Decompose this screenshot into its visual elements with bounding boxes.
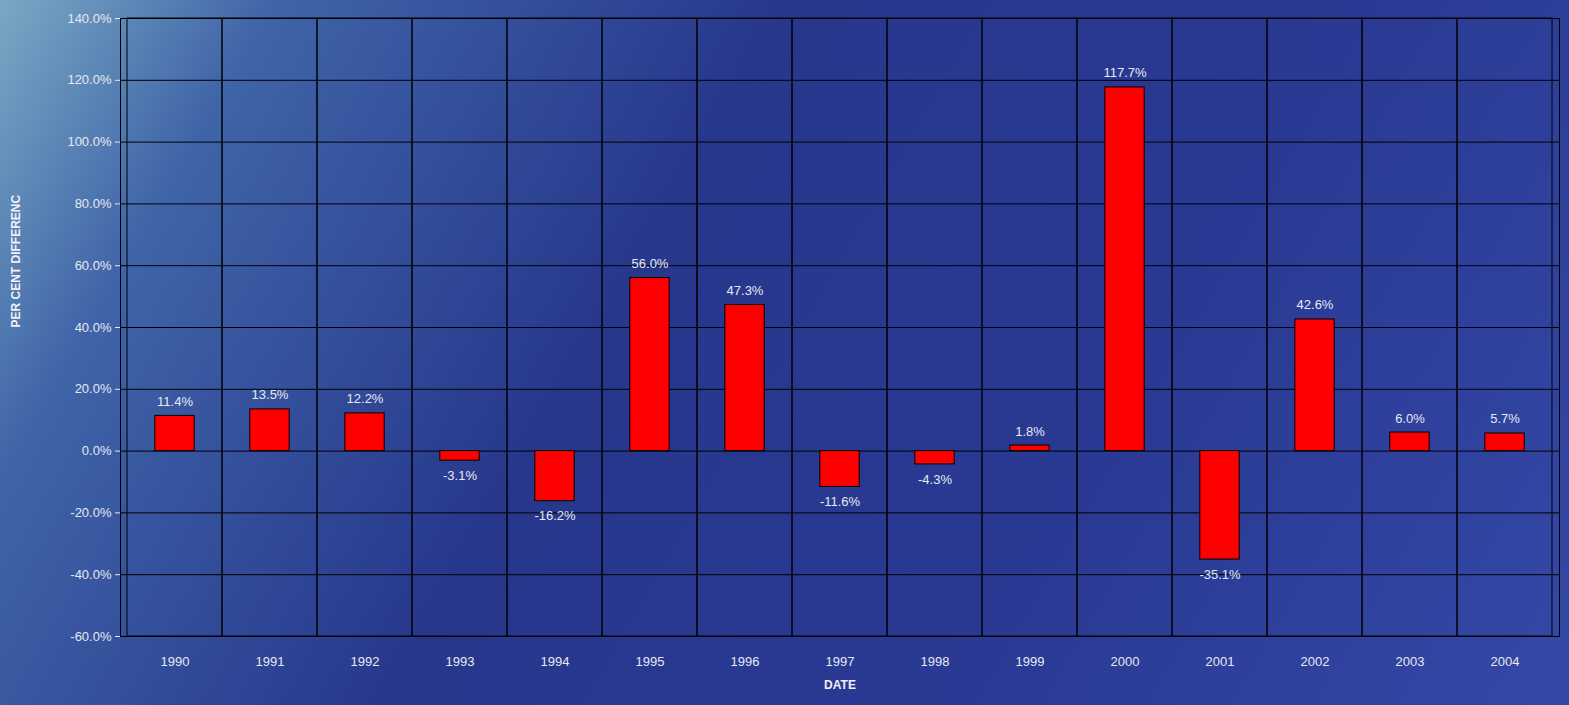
svg-text:-4.3%: -4.3% xyxy=(918,472,952,487)
svg-text:-35.1%: -35.1% xyxy=(1199,567,1241,582)
svg-text:1.8%: 1.8% xyxy=(1015,424,1045,439)
svg-text:1997: 1997 xyxy=(826,654,855,669)
svg-text:1990: 1990 xyxy=(161,654,190,669)
svg-text:42.6%: 42.6% xyxy=(1297,297,1334,312)
svg-text:60.0%: 60.0% xyxy=(75,258,112,273)
svg-text:-11.6%: -11.6% xyxy=(820,494,861,509)
svg-text:1994: 1994 xyxy=(541,654,570,669)
svg-text:1991: 1991 xyxy=(256,654,285,669)
svg-text:2001: 2001 xyxy=(1206,654,1235,669)
svg-text:-40.0%: -40.0% xyxy=(70,567,112,582)
svg-text:100.0%: 100.0% xyxy=(67,134,112,149)
svg-text:DATE: DATE xyxy=(824,678,856,692)
svg-text:80.0%: 80.0% xyxy=(75,196,112,211)
svg-text:56.0%: 56.0% xyxy=(632,256,669,271)
svg-text:-20.0%: -20.0% xyxy=(70,505,112,520)
svg-text:11.4%: 11.4% xyxy=(157,394,193,409)
svg-text:PER CENT DIFFERENC: PER CENT DIFFERENC xyxy=(9,194,23,327)
svg-text:140.0%: 140.0% xyxy=(67,11,112,26)
svg-text:1998: 1998 xyxy=(921,654,950,669)
svg-text:-3.1%: -3.1% xyxy=(443,468,477,483)
svg-text:1995: 1995 xyxy=(636,654,665,669)
svg-text:120.0%: 120.0% xyxy=(67,72,112,87)
svg-text:2000: 2000 xyxy=(1111,654,1140,669)
svg-text:1996: 1996 xyxy=(731,654,760,669)
svg-text:13.5%: 13.5% xyxy=(252,387,289,402)
svg-text:2004: 2004 xyxy=(1491,654,1520,669)
svg-text:12.2%: 12.2% xyxy=(347,391,384,406)
svg-text:2003: 2003 xyxy=(1396,654,1425,669)
svg-text:-16.2%: -16.2% xyxy=(534,508,576,523)
svg-text:1993: 1993 xyxy=(446,654,475,669)
svg-text:2002: 2002 xyxy=(1301,654,1330,669)
svg-text:40.0%: 40.0% xyxy=(75,320,112,335)
svg-text:-60.0%: -60.0% xyxy=(70,629,112,644)
svg-text:117.7%: 117.7% xyxy=(1103,65,1147,80)
svg-text:47.3%: 47.3% xyxy=(727,283,764,298)
svg-text:0.0%: 0.0% xyxy=(82,443,112,458)
svg-text:5.7%: 5.7% xyxy=(1490,411,1520,426)
svg-text:1999: 1999 xyxy=(1016,654,1045,669)
svg-text:1992: 1992 xyxy=(351,654,380,669)
svg-text:20.0%: 20.0% xyxy=(75,381,112,396)
svg-text:6.0%: 6.0% xyxy=(1395,411,1425,426)
